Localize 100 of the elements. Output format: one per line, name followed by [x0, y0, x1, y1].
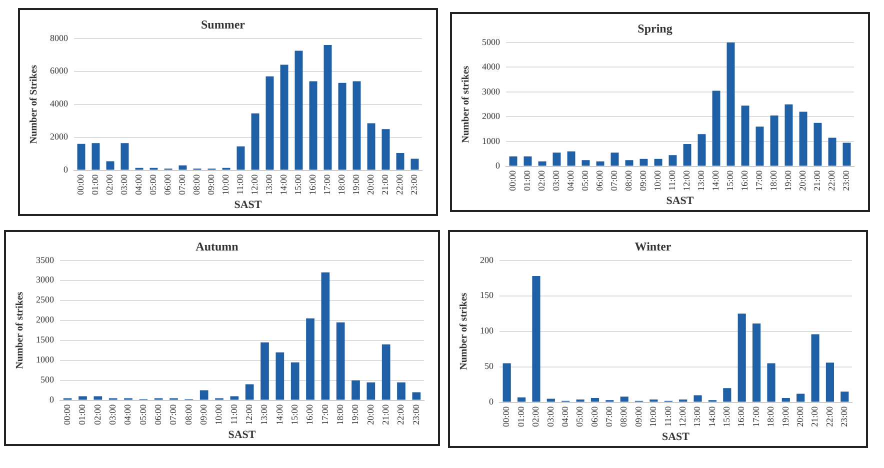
- bar: [650, 399, 658, 402]
- x-tick-label: 11:00: [235, 174, 246, 194]
- x-tick-label: 17:00: [320, 404, 330, 425]
- bar: [352, 81, 361, 170]
- x-tick-label: 04:00: [566, 170, 576, 191]
- x-tick-label: 08:00: [624, 170, 634, 191]
- x-tick-label: 15:00: [722, 406, 732, 427]
- bar: [799, 112, 808, 166]
- y-tick-label: 50: [484, 361, 494, 372]
- x-tick-label: 16:00: [736, 406, 746, 427]
- y-tick-label: 0: [50, 394, 54, 405]
- y-tick-label: 2500: [36, 294, 54, 305]
- bar: [840, 392, 849, 402]
- x-tick-label: 12:00: [244, 404, 254, 425]
- bar: [756, 126, 764, 166]
- x-tick-label: 17:00: [750, 406, 761, 427]
- x-tick-label: 09:00: [198, 404, 208, 425]
- x-tick-label: 09:00: [206, 174, 216, 195]
- bar: [582, 160, 590, 166]
- bar: [509, 156, 518, 166]
- bar: [811, 334, 820, 402]
- bar: [106, 161, 114, 170]
- x-tick-label: 20:00: [798, 170, 808, 191]
- x-tick-label: 05:00: [580, 170, 590, 191]
- x-tick-label: 01:00: [522, 170, 532, 191]
- x-tick-label: 04:00: [122, 404, 133, 425]
- bar: [668, 155, 677, 166]
- y-tick-label: 2000: [36, 314, 54, 325]
- x-tick-label: 03:00: [551, 170, 562, 191]
- bar: [698, 134, 706, 166]
- x-tick-label: 10:00: [652, 170, 663, 191]
- bar: [245, 384, 254, 400]
- x-tick-label: 01:00: [90, 174, 100, 195]
- bar: [546, 398, 555, 402]
- x-tick-label: 11:00: [228, 404, 239, 424]
- x-tick-label: 02:00: [536, 170, 547, 191]
- bar: [324, 44, 332, 170]
- bar: [679, 399, 688, 402]
- bar: [260, 342, 269, 400]
- x-tick-label: 22:00: [826, 170, 837, 191]
- x-tick-label: 03:00: [545, 406, 556, 427]
- x-tick-label: 21:00: [810, 406, 820, 427]
- x-tick-label: 12:00: [682, 170, 692, 191]
- bar: [640, 158, 648, 166]
- bar: [367, 123, 376, 170]
- y-tick-label: 8000: [50, 32, 68, 43]
- x-tick-label: 14:00: [278, 174, 289, 195]
- bar: [782, 398, 790, 402]
- x-tick-label: 00:00: [62, 404, 72, 425]
- x-tick-label: 03:00: [107, 404, 118, 425]
- y-tick-label: 1000: [482, 136, 500, 146]
- x-tick-label: 02:00: [530, 406, 541, 427]
- x-tick-label: 05:00: [138, 404, 148, 425]
- y-tick-label: 3000: [482, 86, 500, 96]
- bar: [842, 142, 851, 166]
- x-tick-label: 15:00: [725, 170, 736, 191]
- y-tick-label: 4000: [482, 62, 500, 72]
- y-tick-label: 0: [496, 160, 500, 171]
- bar: [92, 143, 100, 170]
- x-tick-label: 10:00: [214, 404, 224, 425]
- bar: [382, 129, 390, 170]
- y-axis-title: Number of strikes: [14, 292, 26, 369]
- x-tick-label: 12:00: [677, 406, 688, 427]
- x-tick-label: 04:00: [134, 174, 144, 195]
- x-tick-label: 14:00: [274, 404, 284, 425]
- x-tick-label: 06:00: [594, 170, 605, 191]
- bar: [723, 388, 732, 402]
- x-tick-label: 09:00: [633, 406, 644, 427]
- bar: [280, 64, 288, 170]
- x-tick-label: 20:00: [365, 404, 376, 425]
- x-tick-label: 17:00: [754, 170, 764, 191]
- x-tick-label: 10:00: [220, 174, 231, 195]
- x-tick-label: 09:00: [638, 170, 648, 191]
- chart-title: Summer: [201, 17, 246, 32]
- x-tick-label: 19:00: [783, 170, 794, 191]
- bar: [694, 395, 702, 402]
- bar: [796, 394, 805, 402]
- x-tick-label: 11:00: [662, 406, 673, 426]
- x-tick-label: 08:00: [192, 174, 202, 195]
- x-tick-label: 16:00: [304, 404, 315, 425]
- x-tick-label: 23:00: [410, 404, 421, 425]
- bar: [524, 156, 532, 166]
- bar: [738, 314, 746, 402]
- x-tick-label: 11:00: [667, 170, 678, 190]
- x-tick-label: 23:00: [839, 406, 850, 427]
- x-tick-label: 02:00: [92, 404, 102, 425]
- bar: [683, 144, 692, 166]
- bar: [120, 143, 129, 170]
- bar: [290, 362, 300, 400]
- y-tick-label: 1500: [36, 334, 54, 345]
- bar: [178, 165, 187, 170]
- bar: [502, 363, 511, 402]
- x-tick-label: 23:00: [409, 174, 420, 195]
- x-tick-label: 07:00: [604, 406, 614, 427]
- bar: [610, 152, 619, 166]
- y-tick-label: 2000: [482, 111, 500, 122]
- x-tick-label: 16:00: [308, 174, 318, 195]
- x-tick-label: 03:00: [119, 174, 130, 195]
- x-tick-label: 06:00: [589, 406, 600, 427]
- bar: [532, 276, 540, 402]
